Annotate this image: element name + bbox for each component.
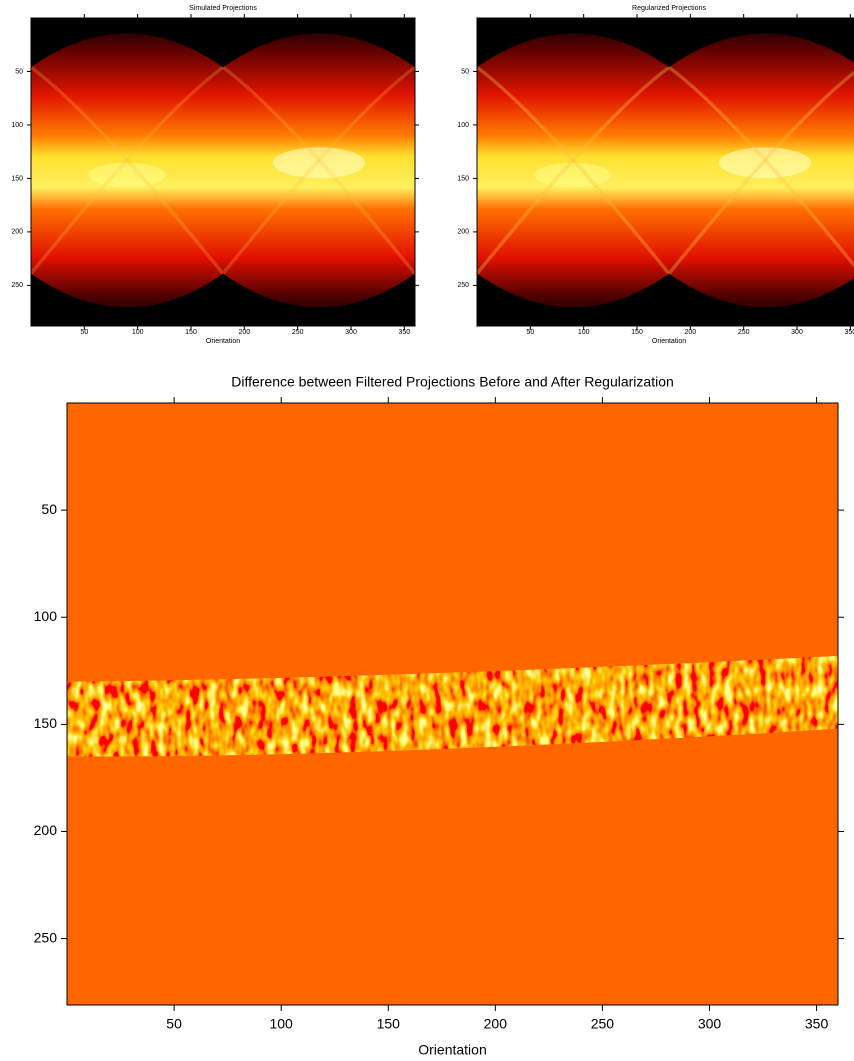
- plot-frame: [476, 17, 854, 327]
- x-tick-label: 100: [269, 1016, 293, 1032]
- y-tick-label: 100: [11, 122, 23, 129]
- y-tick-label: 50: [15, 68, 23, 75]
- x-tick-label: 350: [398, 329, 410, 336]
- x-tick-label: 350: [805, 1016, 829, 1032]
- bright-spot: [272, 147, 366, 179]
- x-tick-label: 300: [345, 329, 357, 336]
- bright-spot: [88, 162, 166, 188]
- y-tick-label: 150: [457, 175, 469, 182]
- x-axis-label: Orientation: [652, 338, 686, 345]
- y-tick-label: 50: [41, 501, 57, 517]
- y-tick-label: 200: [34, 822, 58, 838]
- x-tick-label: 150: [631, 329, 643, 336]
- x-tick-label: 300: [698, 1016, 722, 1032]
- y-tick-label: 50: [461, 68, 469, 75]
- bright-spot: [534, 162, 612, 188]
- x-tick-label: 250: [292, 329, 304, 336]
- sinogram-trace: [475, 66, 854, 277]
- panel: Simulated Projections Orientation 50 100 150…: [11, 5, 419, 345]
- dark-region: [477, 18, 854, 68]
- x-tick-label: 300: [791, 329, 803, 336]
- x-tick-label: 50: [80, 329, 88, 336]
- x-tick-label: 200: [484, 1016, 508, 1032]
- x-tick-label: 50: [526, 329, 534, 336]
- x-axis-label: Orientation: [206, 338, 240, 345]
- y-tick-label: 250: [34, 929, 58, 945]
- x-tick-label: 200: [684, 329, 696, 336]
- dark-region: [477, 273, 854, 326]
- dark-region: [31, 18, 415, 68]
- y-tick-label: 250: [457, 282, 469, 289]
- x-tick-label: 100: [578, 329, 590, 336]
- x-tick-label: 150: [377, 1016, 401, 1032]
- chart-title: Difference between Filtered Projections …: [231, 374, 674, 390]
- sinogram-trace: [29, 66, 417, 277]
- x-tick-label: 200: [238, 329, 250, 336]
- y-tick-label: 200: [11, 229, 23, 236]
- y-tick-label: 250: [11, 282, 23, 289]
- x-tick-label: 250: [738, 329, 750, 336]
- y-tick-label: 150: [11, 175, 23, 182]
- x-tick-label: 250: [591, 1016, 615, 1032]
- chart-title: Regularized Projections: [632, 5, 706, 12]
- plot-frame: [30, 17, 416, 327]
- x-tick-label: 50: [166, 1016, 182, 1032]
- panel: Regularized Projections Orientation 50 100 1…: [457, 5, 854, 345]
- y-tick-label: 200: [457, 229, 469, 236]
- bright-spot: [718, 147, 812, 179]
- panel: Difference between Filtered Projections …: [34, 374, 844, 1058]
- x-tick-label: 350: [844, 329, 854, 336]
- plot-frame: [66, 402, 839, 1006]
- y-tick-label: 150: [34, 715, 58, 731]
- dark-region: [31, 273, 415, 326]
- y-tick-label: 100: [457, 122, 469, 129]
- x-tick-label: 150: [185, 329, 197, 336]
- x-tick-label: 100: [132, 329, 144, 336]
- chart-title: Simulated Projections: [189, 5, 257, 12]
- y-tick-label: 100: [34, 608, 58, 624]
- x-axis-label: Orientation: [418, 1042, 486, 1058]
